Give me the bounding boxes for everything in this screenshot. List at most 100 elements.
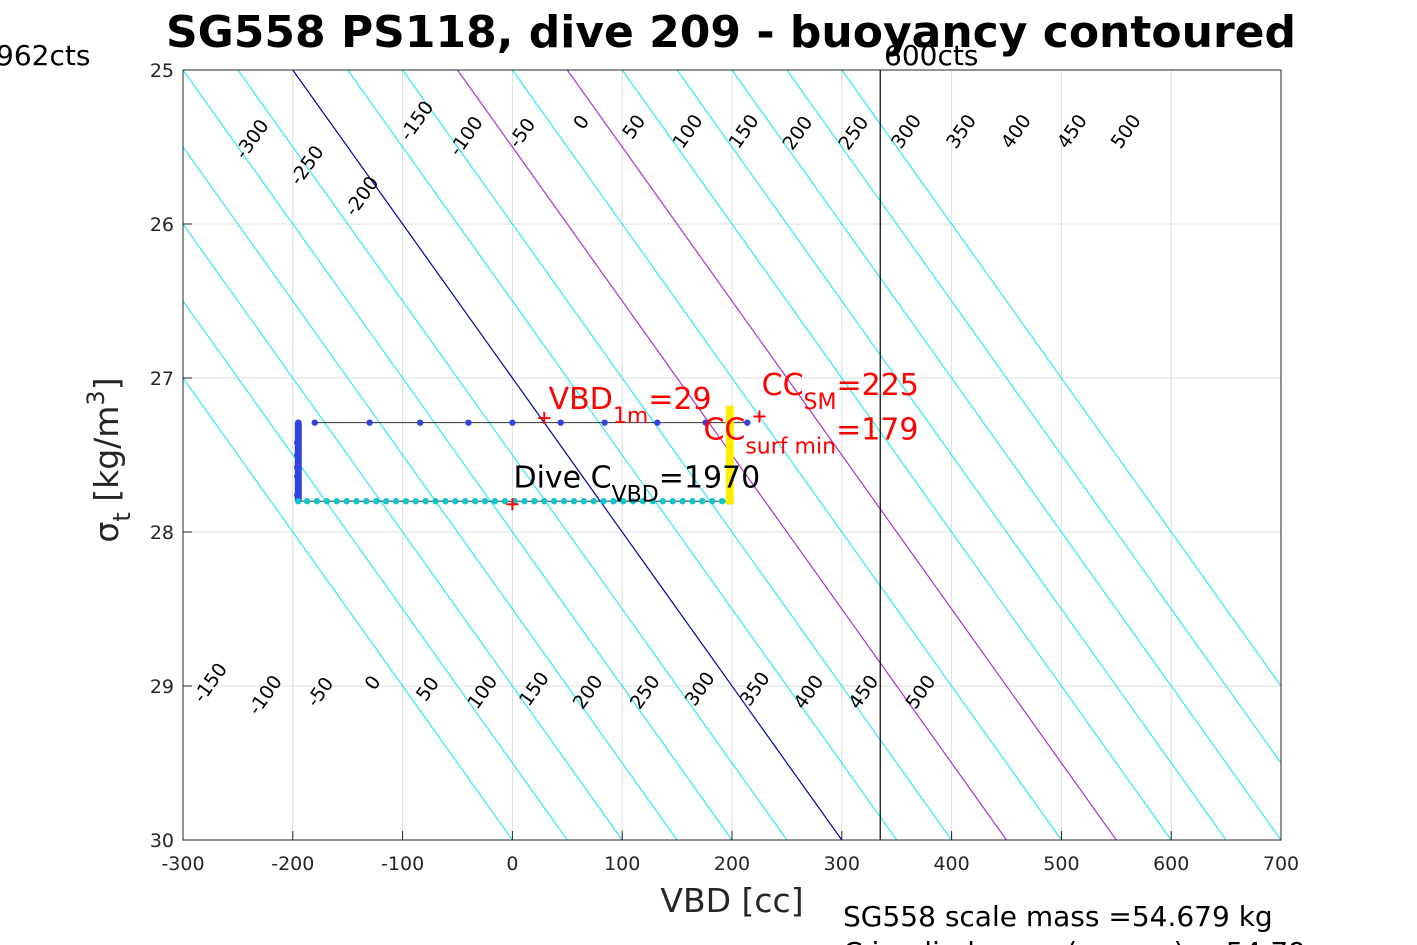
- climb-point-18: [471, 498, 479, 505]
- climb-point-17: [461, 498, 469, 505]
- data-series: [293, 405, 751, 505]
- climb-point-32: [610, 498, 617, 505]
- climb-point-16: [452, 498, 459, 505]
- annotation-dive-main: Dive C: [513, 460, 611, 495]
- x-axis-label: VBD [cc]: [660, 881, 803, 920]
- annotation-ccsurf-value: =179: [836, 413, 918, 448]
- dive-point-3: [293, 451, 301, 459]
- contour-line-14: [731, 70, 1281, 840]
- annotation-vbd1m: VBD1m=29: [549, 382, 712, 429]
- dive-point-20: [702, 419, 709, 426]
- contour-line-2: [183, 222, 623, 840]
- dive-point-11: [295, 419, 302, 426]
- climb-point-23: [521, 498, 528, 505]
- x-tick-label-7: 400: [933, 853, 969, 875]
- y-tick-label-1: 26: [150, 214, 174, 236]
- climb-point-33: [620, 498, 627, 505]
- dive-point-17: [557, 419, 564, 426]
- dive-point-4: [293, 464, 301, 471]
- scale-mass-text: SG558 scale mass =54.679 kg: [843, 900, 1273, 933]
- dive-point-13: [366, 419, 373, 426]
- climb-point-43: [718, 498, 726, 505]
- climb-point-11: [402, 498, 410, 505]
- contour-line-11: [566, 70, 1117, 840]
- x-tick-label-3: 0: [506, 853, 518, 875]
- y-tick-label-2: 27: [150, 368, 174, 390]
- x-tick-label-0: -300: [161, 853, 204, 875]
- x-tick-label-2: -100: [381, 853, 424, 875]
- dive-point-19: [654, 419, 661, 426]
- climb-point-3: [323, 498, 331, 505]
- annotation-vbd1m-sub: 1m: [613, 404, 648, 429]
- y-axis-label-sub: t: [108, 512, 136, 521]
- x-tick-label-1: -200: [271, 853, 314, 875]
- annotation-ccsm-value: =225: [837, 368, 919, 403]
- contour-line-0: [183, 376, 513, 840]
- annotation-dive-sub: VBD: [612, 482, 659, 507]
- climb-point-30: [590, 498, 597, 505]
- y-tick-label-3: 28: [150, 522, 174, 544]
- dive-point-21: [744, 419, 751, 426]
- annotation-vbd1m-main: VBD: [549, 382, 613, 417]
- dive-point-2: [293, 439, 301, 446]
- y-tick-labels: 25 26 27 28 29 30: [150, 60, 192, 852]
- annotation-dive-value: =1970: [659, 460, 760, 495]
- climb-point-37: [659, 498, 667, 505]
- annotation-vbd1m-value: =29: [648, 382, 711, 417]
- dive-point-1: [295, 428, 302, 436]
- contour-line-13: [676, 70, 1227, 840]
- climb-point-1: [303, 498, 311, 505]
- markers: [506, 410, 766, 511]
- climb-point-34: [629, 498, 637, 505]
- contour-line-15: [786, 70, 1281, 765]
- x-tick-label-4: 100: [604, 853, 640, 875]
- contour-line-6: [292, 70, 843, 840]
- climb-point-5: [343, 498, 350, 505]
- x-tick-label-10: 700: [1263, 853, 1299, 875]
- dive-point-15: [465, 419, 472, 426]
- y-tick-label-5: 30: [150, 830, 174, 852]
- climb-point-20: [491, 498, 499, 505]
- right-corner-label: 600cts: [884, 39, 978, 72]
- y-axis-label-unit: [kg/m: [87, 406, 126, 513]
- dive-point-16: [509, 419, 516, 426]
- climb-point-10: [392, 498, 400, 505]
- implied-mass-rest: implied mass (approx) = 54.79: [863, 936, 1306, 945]
- contour-lines: [183, 70, 1281, 840]
- climb-point-14: [432, 498, 439, 505]
- implied-mass-text: C implied mass (approx) = 54.79: [843, 936, 1306, 945]
- climb-point-4: [333, 498, 340, 505]
- annotation-ccsm-sub: SM: [804, 390, 837, 415]
- climb-point-40: [689, 498, 696, 505]
- climb-point-31: [600, 498, 607, 505]
- climb-point-28: [570, 498, 578, 505]
- x-tick-label-6: 300: [824, 853, 860, 875]
- x-tick-label-9: 600: [1153, 853, 1189, 875]
- annotation-dive: Dive CVBD=1970: [513, 460, 760, 507]
- climb-point-35: [639, 498, 647, 505]
- dive-point-6: [295, 482, 302, 489]
- annotation-ccsurf-main: CC: [703, 413, 745, 448]
- dive-point-10: [295, 424, 302, 431]
- annotation-ccsm-main: CC: [762, 368, 804, 403]
- y-axis-label-main: σ: [87, 522, 126, 543]
- climb-point-7: [363, 498, 370, 505]
- contour-line-16: [841, 70, 1281, 688]
- contour-line-3: [183, 145, 678, 840]
- x-tick-labels: -300 -200 -100 0 100 200 300 400 500 600 700: [161, 831, 1299, 875]
- contour-line-7: [347, 70, 898, 840]
- climb-point-6: [353, 498, 360, 505]
- annotation-ccsurf: CCsurf min=179: [703, 413, 918, 460]
- climb-point-38: [669, 498, 676, 505]
- climb-point-42: [709, 498, 716, 505]
- climb-point-12: [412, 498, 419, 505]
- climb-point-15: [442, 498, 449, 505]
- dive-point-18: [601, 419, 608, 426]
- x-tick-label-8: 500: [1043, 853, 1079, 875]
- climb-point-39: [679, 498, 686, 505]
- x-tick-label-5: 200: [714, 853, 750, 875]
- climb-point-24: [531, 498, 538, 505]
- climb-point-26: [550, 498, 558, 505]
